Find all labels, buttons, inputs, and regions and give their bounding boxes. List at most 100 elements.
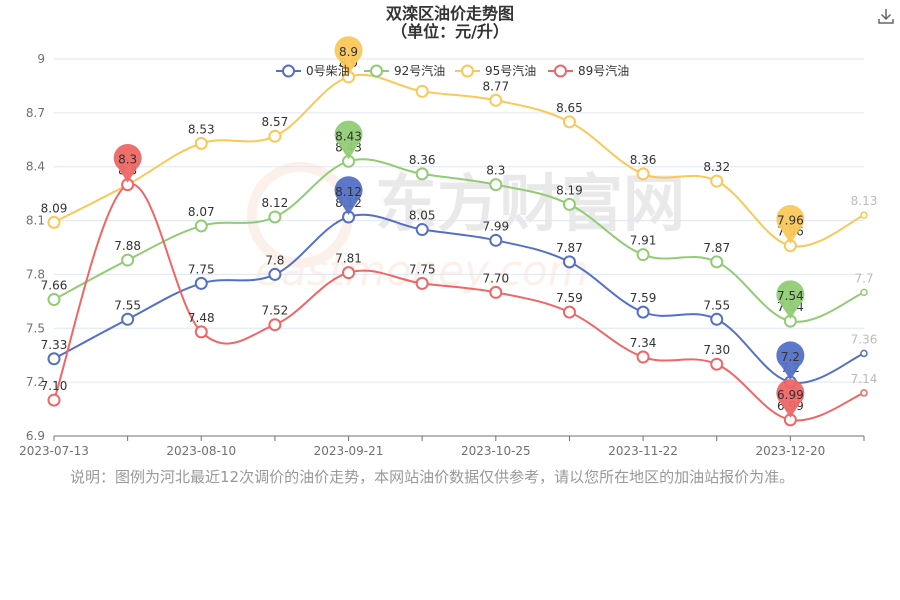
data-point: [268, 210, 282, 224]
y-tick-label: 8.4: [26, 160, 45, 174]
extreme-marker: [776, 204, 805, 244]
data-label: 7.75: [188, 262, 215, 276]
extreme-marker-label: 6.99: [777, 388, 804, 402]
series-line: [53, 213, 865, 384]
x-tick-label: 2023-09-21: [314, 444, 384, 458]
watermark: 东方财富网 eastmoney.com: [247, 162, 685, 295]
extreme-marker-label: 8.9: [339, 45, 358, 59]
data-point: [194, 219, 208, 233]
data-label: 7.59: [630, 291, 657, 305]
data-label: 7.48: [188, 311, 215, 325]
data-point: [489, 178, 503, 192]
data-label: 8.36: [630, 153, 657, 167]
data-point: [710, 357, 724, 371]
data-label: 8.53: [188, 122, 215, 136]
data-point: [636, 305, 650, 319]
y-tick-label: 6.9: [26, 429, 45, 443]
y-tick-label: 8.1: [26, 214, 45, 228]
extreme-marker-label: 8.3: [118, 153, 137, 167]
data-point: [636, 167, 650, 181]
download-icon[interactable]: [876, 6, 896, 26]
extreme-marker: [334, 36, 363, 75]
data-point: [194, 276, 208, 290]
data-point: [121, 253, 135, 267]
data-label: 7.81: [335, 252, 362, 266]
x-tick-label: 2023-12-20: [755, 444, 825, 458]
chart-subtitle: （单位：元/升）: [391, 22, 509, 41]
extreme-marker-label: 7.2: [781, 350, 800, 364]
data-label: 8.05: [409, 209, 436, 223]
data-label: 7.36: [851, 332, 878, 346]
chart-title: 双滦区油价走势图: [385, 4, 514, 23]
data-label: 7.59: [556, 291, 583, 305]
data-label: 8.36: [409, 153, 436, 167]
data-label: 8.32: [703, 160, 730, 174]
series-line: [53, 158, 865, 323]
legend-label: 92号汽油: [394, 63, 445, 78]
data-point: [47, 393, 61, 407]
data-label: 7.55: [703, 298, 730, 312]
data-point: [342, 266, 356, 280]
data-label: 8.13: [851, 194, 878, 208]
data-label: 7.33: [41, 338, 68, 352]
data-label: 7.55: [114, 298, 141, 312]
data-point: [636, 350, 650, 364]
y-tick-label: 8.7: [26, 106, 45, 120]
data-point: [47, 293, 61, 307]
x-tick-label: 2023-08-10: [166, 444, 236, 458]
data-point: [268, 129, 282, 143]
data-label: 7.52: [262, 304, 289, 318]
data-point: [860, 211, 868, 219]
data-point: [489, 285, 503, 299]
data-point: [489, 233, 503, 247]
data-label: 7.91: [630, 234, 657, 248]
data-point: [860, 389, 868, 397]
data-label: 7.75: [409, 262, 436, 276]
legend-item[interactable]: 0号柴油: [276, 64, 350, 78]
data-point: [710, 312, 724, 326]
extreme-marker-label: 7.54: [777, 289, 804, 303]
chart-note: 说明：图例为河北最近12次调价的油价走势，本网站油价数据仅供参考，请以您所在地区…: [70, 468, 795, 486]
y-tick-label: 9: [37, 52, 45, 66]
data-label: 7.88: [114, 239, 141, 253]
data-point: [194, 136, 208, 150]
data-label: 8.3: [486, 164, 505, 178]
data-point: [562, 197, 576, 211]
data-label: 7.99: [482, 219, 509, 233]
data-point: [562, 305, 576, 319]
data-label: 8.19: [556, 183, 583, 197]
legend-item[interactable]: 92号汽油: [364, 63, 445, 78]
data-point: [860, 349, 868, 358]
series-line: [53, 73, 865, 248]
legend-item[interactable]: 95号汽油: [455, 63, 536, 78]
x-tick-label: 2023-10-25: [461, 444, 531, 458]
extreme-marker: [113, 143, 142, 183]
data-label: 8.12: [262, 196, 289, 210]
legend-symbol: [282, 64, 295, 78]
data-point: [47, 215, 61, 229]
data-point: [636, 248, 650, 262]
legend-item[interactable]: 89号汽油: [548, 63, 629, 78]
data-point: [860, 288, 868, 297]
legend-symbol: [554, 64, 567, 78]
legend-label: 95号汽油: [485, 63, 536, 78]
data-label: 7.14: [851, 372, 878, 386]
data-label: 7.34: [630, 336, 657, 350]
data-label: 7.87: [703, 241, 730, 255]
y-tick-label: 7.8: [26, 267, 45, 281]
extreme-marker: [776, 280, 805, 320]
data-label: 7.66: [41, 279, 68, 293]
data-label: 8.65: [556, 101, 583, 115]
data-label: 7.70: [482, 271, 509, 285]
legend-label: 0号柴油: [306, 64, 350, 78]
data-label: 7.87: [556, 241, 583, 255]
data-point: [415, 276, 429, 290]
data-label: 8.07: [188, 205, 215, 219]
data-point: [415, 167, 429, 181]
extreme-marker: [334, 120, 363, 160]
data-point: [562, 115, 576, 129]
data-point: [489, 93, 503, 107]
x-tick-label: 2023-11-22: [608, 444, 678, 458]
data-label: 7.8: [265, 253, 284, 267]
legend-symbol: [461, 64, 474, 78]
